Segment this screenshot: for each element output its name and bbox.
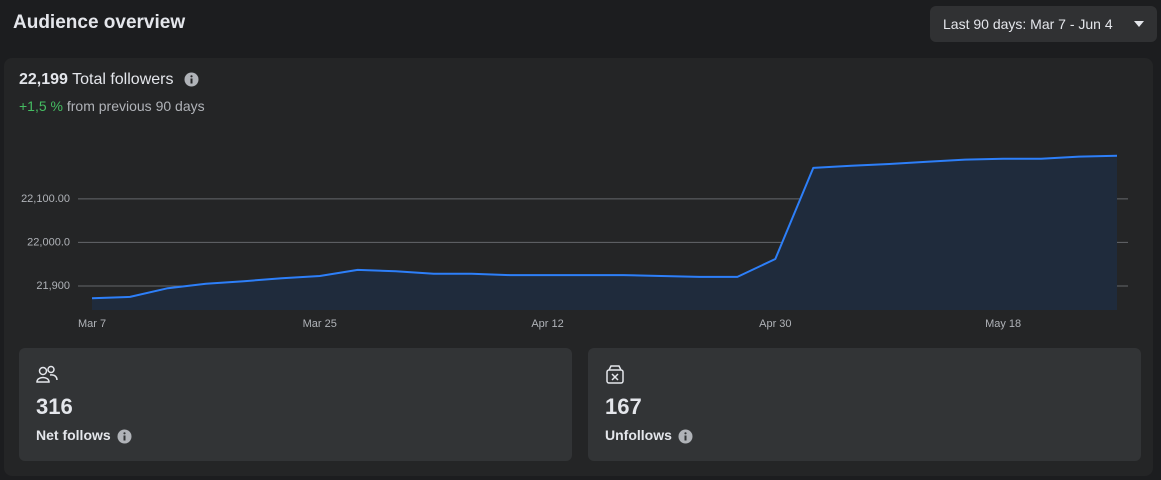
dropdown-caret bbox=[1134, 21, 1144, 27]
y-tick-label: 22,000.0 bbox=[27, 236, 70, 248]
total-value: 22,199 bbox=[19, 71, 68, 88]
date-range-button[interactable]: Last 90 days: Mar 7 - Jun 4 bbox=[930, 6, 1157, 42]
area bbox=[92, 155, 1117, 310]
info-icon[interactable] bbox=[678, 429, 693, 444]
change-value: +1,5 % bbox=[19, 98, 63, 114]
info-icon[interactable] bbox=[184, 72, 199, 87]
date-range-text: Last 90 days: Mar 7 - Jun 4 bbox=[943, 16, 1113, 32]
people-icon bbox=[36, 365, 58, 383]
card-label: Unfollows bbox=[605, 427, 693, 444]
y-tick-label: 22,100.00 bbox=[21, 193, 70, 205]
card-value: 316 bbox=[36, 394, 73, 419]
total-label: Total followers bbox=[72, 71, 174, 88]
x-tick-label: May 18 bbox=[985, 318, 1021, 330]
card-label-text: Unfollows bbox=[605, 427, 672, 443]
net-follows-card: 316 Net follows bbox=[19, 348, 572, 461]
x-tick-label: Mar 25 bbox=[303, 318, 337, 330]
page-title: Audience overview bbox=[13, 12, 186, 33]
info-icon[interactable] bbox=[117, 429, 132, 444]
y-tick-label: 21,900 bbox=[36, 280, 70, 292]
change-line: +1,5 % from previous 90 days bbox=[19, 98, 205, 114]
x-tick-label: Apr 30 bbox=[759, 318, 791, 330]
chart: 21,900 22,000.0 22,100.00 Mar 7 Mar 25 Apr 12… bbox=[21, 154, 1128, 330]
x-tick-label: Apr 12 bbox=[531, 318, 563, 330]
unfollow-icon bbox=[606, 365, 624, 384]
total-followers: 22,199 Total followers bbox=[19, 71, 199, 89]
card-value: 167 bbox=[605, 394, 642, 419]
change-label: from previous 90 days bbox=[66, 98, 205, 114]
line bbox=[91, 154, 1118, 300]
unfollows-card: 167 Unfollows bbox=[588, 348, 1141, 461]
x-tick-label: Mar 7 bbox=[78, 318, 106, 330]
card-label-text: Net follows bbox=[36, 427, 111, 443]
card-label: Net follows bbox=[36, 427, 132, 444]
